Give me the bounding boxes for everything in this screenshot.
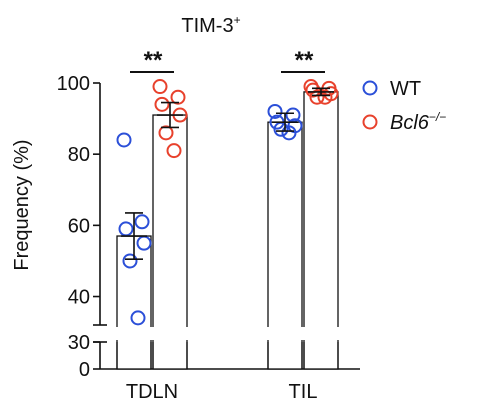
- significance-label-til: **: [295, 47, 314, 74]
- legend-label-text: Bcl6: [390, 112, 430, 134]
- data-point-wt: [130, 310, 146, 326]
- y-tick-label-0: 0: [79, 359, 90, 381]
- data-point-wt: [116, 132, 132, 148]
- x-tick-label-til: TIL: [289, 381, 318, 403]
- data-point-bcl6: [166, 143, 182, 159]
- y-tick-label-40: 40: [68, 287, 90, 309]
- significance-markers: ** **: [130, 47, 325, 74]
- y-tick-label-80: 80: [68, 144, 90, 166]
- data-point-wt: [118, 221, 134, 237]
- chart-title: TIM-3+: [181, 13, 240, 37]
- data-point-bcl6: [309, 89, 325, 105]
- data-point-wt: [122, 253, 138, 269]
- legend-marker-wt: [362, 80, 378, 96]
- data-point-bcl6: [305, 82, 321, 98]
- chart-title-text: TIM-3: [181, 15, 233, 37]
- y-tick-label-30: 30: [68, 332, 90, 354]
- y-tick-label-100: 100: [57, 73, 90, 95]
- data-point-wt: [134, 214, 150, 230]
- bar-bcl6-tdln: [152, 114, 188, 370]
- error-bars: [121, 87, 334, 260]
- significance-label-tdln: **: [144, 47, 163, 74]
- data-point-bcl6: [152, 79, 168, 95]
- legend-label-text: WT: [390, 78, 421, 100]
- bars: [101, 91, 363, 370]
- y-tick-label-60: 60: [68, 215, 90, 237]
- data-point-bcl6: [154, 96, 170, 112]
- y-axis-label: Frequency (%): [11, 139, 33, 270]
- legend-marker-bcl6: [362, 114, 378, 130]
- data-point-wt: [281, 125, 297, 141]
- axis-break-gap: [101, 327, 363, 340]
- x-tick-labels: TDLN TIL: [126, 381, 318, 403]
- legend: WT Bcl6−/−: [362, 78, 446, 134]
- data-point-bcl6: [170, 89, 186, 105]
- data-point-wt: [267, 103, 283, 119]
- legend-label-superscript: −/−: [429, 110, 446, 124]
- data-point-bcl6: [317, 89, 333, 105]
- data-point-bcl6: [158, 125, 174, 141]
- x-tick-label-tdln: TDLN: [126, 381, 178, 403]
- legend-label-bcl6: Bcl6−/−: [390, 110, 446, 134]
- legend-label-wt: WT: [390, 78, 421, 100]
- chart-title-superscript: +: [234, 13, 241, 27]
